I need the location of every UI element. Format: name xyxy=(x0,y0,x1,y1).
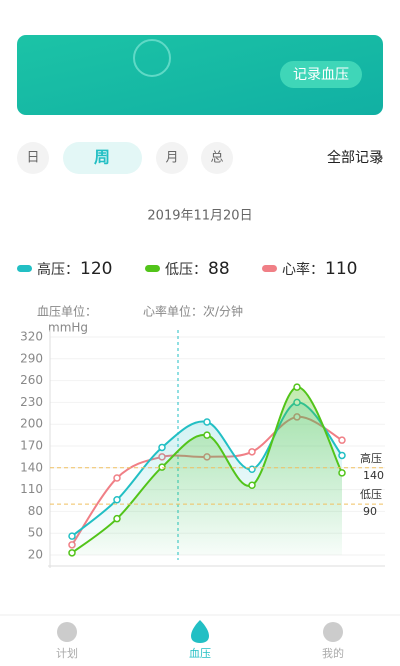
nav-label[interactable]: 计划 xyxy=(56,647,78,660)
data-point xyxy=(338,436,346,444)
data-point xyxy=(248,448,256,456)
data-point xyxy=(338,469,346,477)
data-point xyxy=(113,496,121,504)
tab-bg[interactable] xyxy=(156,142,188,174)
tab-bg[interactable] xyxy=(201,142,233,174)
data-point xyxy=(158,463,166,471)
y-tick-label: 20 xyxy=(28,548,43,562)
y-tick-label: 170 xyxy=(20,439,43,453)
reading-value: 110 xyxy=(325,259,357,279)
y-tick-label: 110 xyxy=(20,482,43,496)
record-button[interactable] xyxy=(280,61,362,88)
data-point xyxy=(248,481,256,489)
data-point xyxy=(248,465,256,474)
data-point xyxy=(113,474,121,482)
reading-dot xyxy=(145,265,160,272)
y-tick-label: 50 xyxy=(28,526,43,540)
tab-label[interactable]: 总 xyxy=(210,151,223,166)
reading-label: 低压： xyxy=(165,262,207,278)
nav-label[interactable]: 血压 xyxy=(189,646,211,660)
nav-icon[interactable] xyxy=(57,622,77,642)
hr-unit: 心率单位：次/分钟 xyxy=(143,304,243,319)
y-tick-label: 230 xyxy=(20,395,43,409)
data-point xyxy=(203,418,211,426)
tab-label[interactable]: 周 xyxy=(94,148,110,167)
tab-bg[interactable] xyxy=(17,142,49,174)
clock-icon xyxy=(133,39,171,77)
data-point xyxy=(68,532,76,540)
reading-label: 心率： xyxy=(282,261,324,278)
data-point xyxy=(158,443,166,452)
data-point xyxy=(293,383,301,391)
bp-unit-label: 血压单位： xyxy=(37,304,97,319)
y-tick-label: 140 xyxy=(20,460,43,474)
reading-dot xyxy=(17,265,32,272)
reference-value: 90 xyxy=(363,505,377,518)
nav-icon[interactable] xyxy=(323,622,343,642)
reference-label: 低压 xyxy=(360,488,382,501)
data-point xyxy=(113,514,121,523)
series-area xyxy=(72,387,342,555)
y-tick-label: 320 xyxy=(20,330,43,344)
data-point xyxy=(338,451,346,460)
banner xyxy=(17,35,383,115)
nav-icon[interactable] xyxy=(191,620,209,643)
y-tick-label: 290 xyxy=(20,351,43,365)
data-point xyxy=(203,431,211,439)
y-tick-label: 200 xyxy=(20,417,43,431)
reference-label: 高压 xyxy=(360,451,382,465)
y-tick-label: 80 xyxy=(28,504,43,518)
date: 2019年11月20日 xyxy=(147,209,252,224)
reading-label: 高压： xyxy=(37,261,79,278)
tab-label[interactable]: 日 xyxy=(26,151,39,166)
tab-label[interactable]: 月 xyxy=(165,151,178,166)
reference-value: 140 xyxy=(363,469,384,482)
chevron[interactable] xyxy=(376,151,383,165)
data-point xyxy=(68,549,76,557)
all-records[interactable]: 全部记录 xyxy=(327,149,383,166)
record-button-text[interactable]: 记录血压 xyxy=(293,67,349,83)
y-tick-label: 260 xyxy=(20,373,43,387)
reading-value: 120 xyxy=(80,259,112,279)
nav-label[interactable]: 我的 xyxy=(322,646,344,660)
reading-value: 88 xyxy=(208,259,230,279)
reading-dot xyxy=(262,265,277,272)
bp-unit: mmHg xyxy=(48,321,88,335)
tab-active-bg[interactable] xyxy=(63,142,142,174)
